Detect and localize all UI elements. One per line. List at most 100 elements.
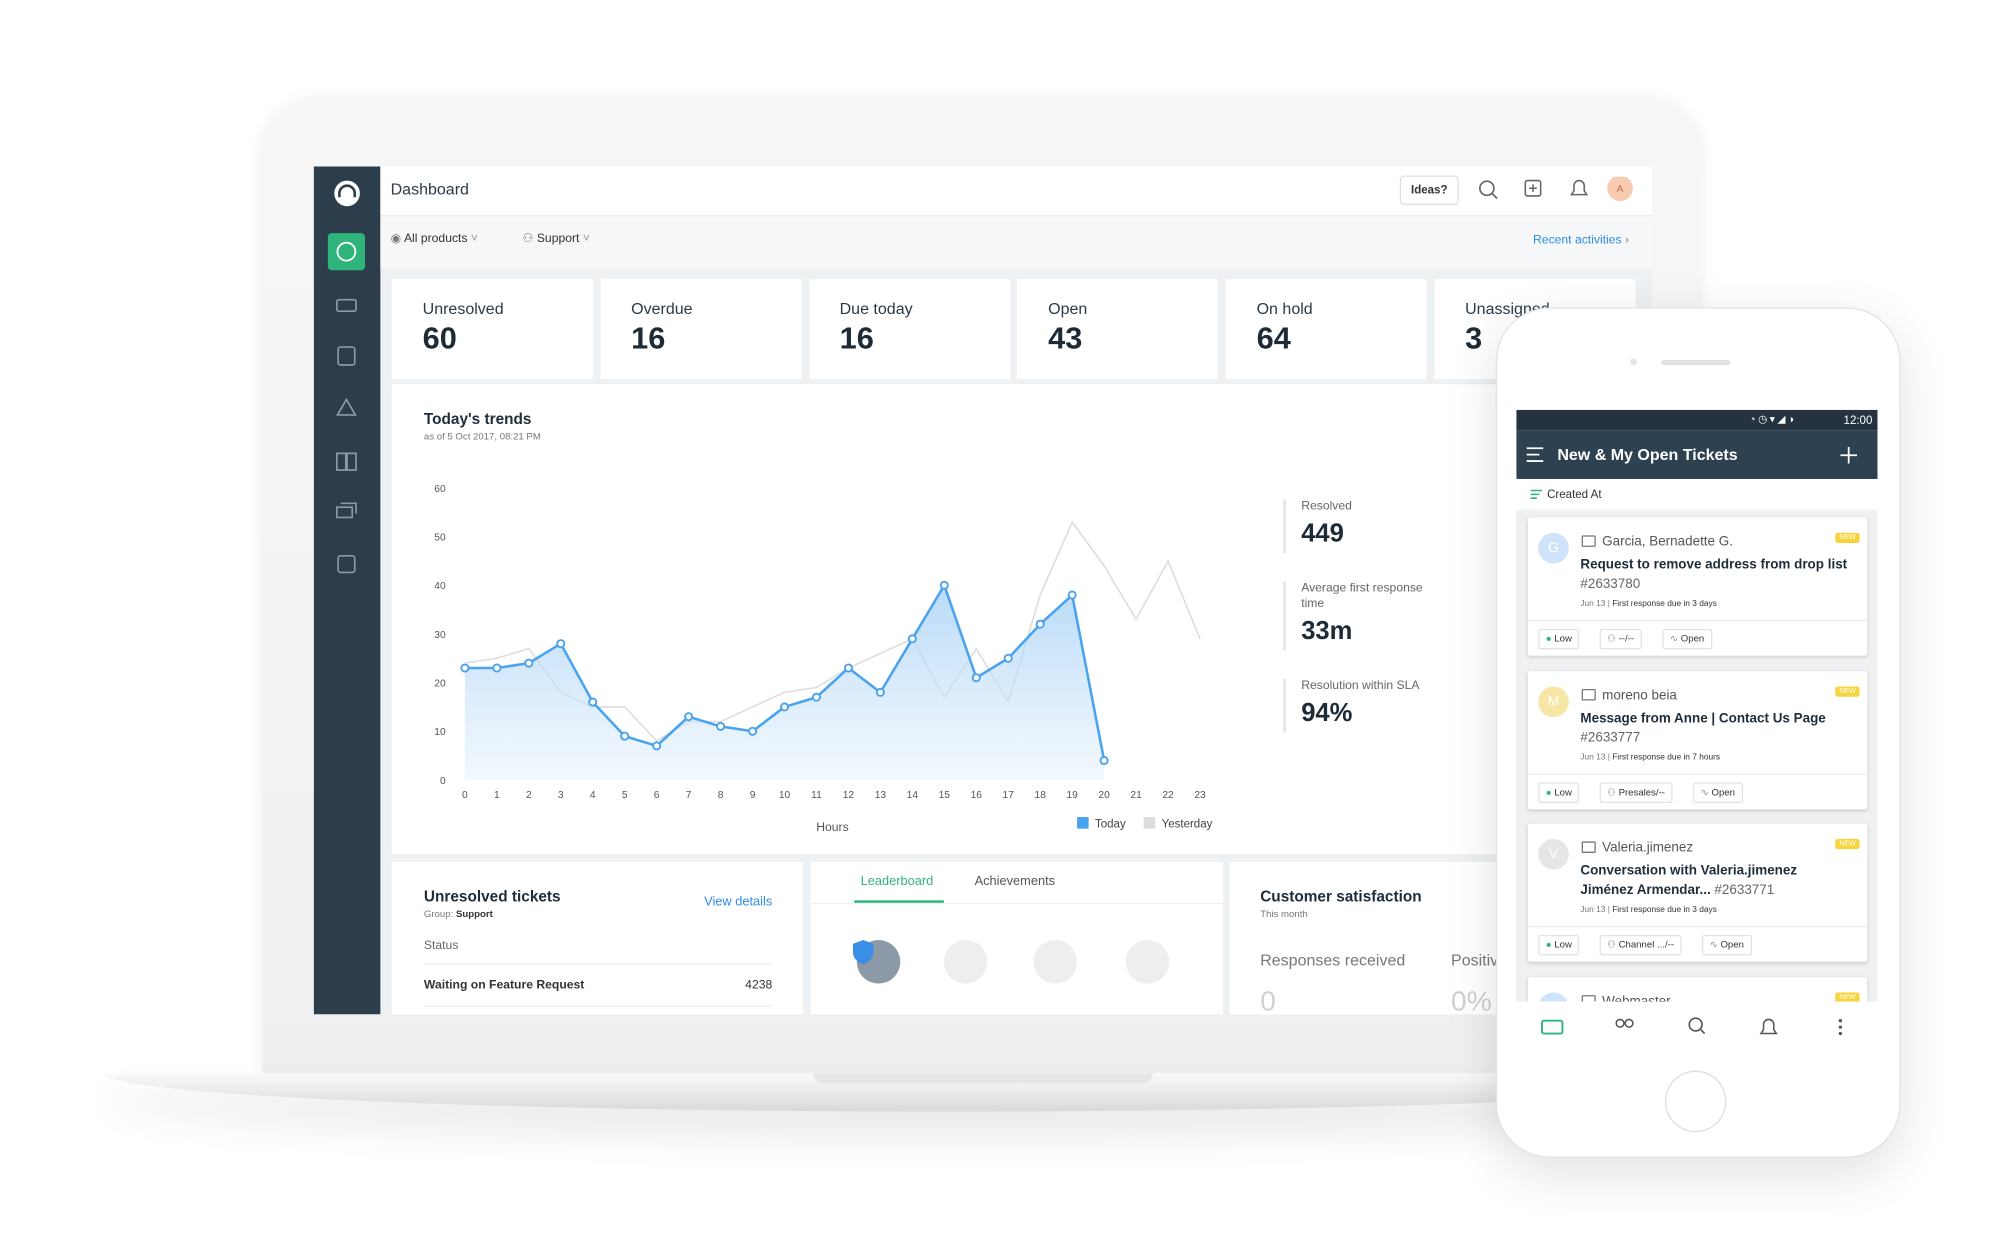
nav-tickets[interactable] [1541, 1019, 1564, 1035]
laptop-notch [813, 1073, 1153, 1084]
sort-label: Created At [1547, 487, 1602, 501]
tab-achievements[interactable]: Achievements [974, 874, 1056, 889]
nav-knowledge[interactable] [335, 452, 357, 471]
product-filter[interactable]: ◉ All products ˅ [390, 231, 479, 246]
phone-speaker [1661, 359, 1731, 365]
nav-more[interactable] [1838, 1019, 1843, 1023]
ideas-button[interactable]: Ideas? [1399, 175, 1459, 205]
csat-metric-value: 0 [1260, 984, 1276, 1015]
point [556, 639, 566, 649]
sort-bar[interactable]: Created At [1516, 478, 1878, 510]
nav-dashboard-icon [336, 241, 357, 262]
status-bar: ◔◷▾◢◑ 12:00 [1516, 409, 1878, 431]
nav-contacts-2 [1624, 1018, 1634, 1028]
ticket-card[interactable]: G Garcia, Bernadette G. NEW Request to remo… [1527, 517, 1868, 656]
point [492, 663, 502, 673]
status-row-count: 4238 [745, 978, 773, 993]
nav-reports[interactable] [337, 554, 356, 574]
ticket-date: Jun 13 [1580, 599, 1606, 609]
point [971, 673, 981, 683]
stat-card[interactable]: Open 43 [1017, 279, 1219, 380]
stat-card[interactable]: Due today 16 [808, 279, 1010, 380]
leader-badge [852, 940, 874, 965]
mail-icon [1581, 535, 1596, 547]
new-icon[interactable] [1524, 179, 1542, 197]
ticket-priority[interactable]: ● Low [1538, 628, 1580, 650]
stat-card[interactable]: Overdue 16 [600, 279, 802, 380]
divider [423, 963, 773, 965]
ticket-avatar-letter: M [1547, 693, 1560, 709]
y-tick-label: 0 [440, 776, 446, 787]
ticket-due: First response due in 3 days [1612, 905, 1717, 915]
point [939, 580, 949, 590]
stat-card[interactable]: On hold 64 [1225, 279, 1427, 380]
nav-notifications[interactable] [1759, 1018, 1778, 1035]
recent-activities[interactable]: Recent activities › [1533, 233, 1630, 248]
ticket-priority[interactable]: ● Low [1538, 781, 1580, 803]
menu-icon[interactable] [1526, 447, 1545, 462]
nav-search[interactable] [1688, 1017, 1703, 1032]
ticket-card[interactable]: V Valeria.jimenez NEW Conversation with Val… [1527, 823, 1868, 962]
stat-card[interactable]: Unresolved 60 [391, 279, 593, 380]
trend-metrics: Resolved 449 Average first response time 33… [1283, 499, 1448, 760]
ticket-subject-text: Conversation with Valeria.jimenez Jiméne… [1580, 863, 1798, 898]
group-value: Support [455, 908, 493, 920]
ticket-avatar: M [1538, 685, 1569, 717]
ticket-due: First response due in 3 days [1612, 599, 1717, 609]
metric-label: Average first response time [1301, 581, 1423, 611]
avatar[interactable] [1607, 176, 1633, 202]
app-header: New & My Open Tickets [1516, 430, 1878, 479]
ticket-status[interactable]: ∿ Open [1662, 628, 1712, 650]
unresolved-group: Group: Support [424, 908, 493, 920]
ticket-assignee[interactable]: ⚇ Channel .../-- [1599, 934, 1682, 956]
ticket-status[interactable]: ∿ Open [1702, 934, 1752, 956]
x-tick-label: 4 [590, 790, 596, 801]
topbar-icons: A [1479, 176, 1633, 202]
stat-value: 16 [631, 321, 666, 357]
x-tick-label: 1 [494, 790, 500, 801]
add-icon[interactable] [1840, 446, 1858, 464]
x-tick-label: 18 [1035, 790, 1047, 801]
leader-avatar [1125, 940, 1170, 984]
x-tick-label: 16 [971, 790, 983, 801]
metric-value: 94% [1301, 699, 1353, 728]
x-tick-label: 9 [750, 790, 756, 801]
nav-dashboard[interactable] [327, 233, 365, 271]
view-details[interactable]: View details [704, 895, 773, 910]
phone-camera [1630, 358, 1637, 365]
trends-panel: Today's trends as of 5 Oct 2017, 08:21 P… [391, 384, 1641, 855]
nav-social[interactable] [336, 397, 357, 416]
phone-home-button[interactable] [1664, 1070, 1727, 1133]
x-tick-label: 17 [1003, 790, 1015, 801]
tab-leaderboard[interactable]: Leaderboard [860, 874, 934, 889]
ticket-priority[interactable]: ● Low [1538, 934, 1580, 956]
status-row-label[interactable]: Waiting on Feature Request [423, 978, 585, 993]
product-filter-label: All products [403, 231, 468, 246]
ticket-status[interactable]: ∿ Open [1693, 781, 1743, 803]
bottom-nav-icons [1541, 1017, 1843, 1036]
sort-icon [1530, 489, 1542, 499]
ticket-badge: NEW [1835, 991, 1860, 1003]
search-icon[interactable] [1479, 180, 1495, 197]
priority-dot: ● [1545, 632, 1555, 645]
list-title: New & My Open Tickets [1557, 445, 1738, 464]
legend-label: Today [1095, 818, 1126, 830]
group-filter-label: Support [536, 231, 580, 246]
search-icon-handle [1491, 192, 1498, 200]
nav-forums[interactable] [335, 502, 357, 519]
group-filter[interactable]: ⚇ Support ˅ [522, 231, 590, 246]
area [464, 585, 1105, 780]
status-label: Open [1711, 785, 1736, 798]
ticket-due: First response due in 7 hours [1612, 752, 1721, 762]
ticket-assignee[interactable]: ⚇ --/-- [1599, 628, 1642, 650]
nav-tickets[interactable] [335, 298, 357, 313]
nav-contacts[interactable] [337, 346, 356, 366]
ticket-assignee[interactable]: ⚇ Presales/-- [1599, 781, 1673, 803]
ticket-from: moreno beia [1602, 687, 1677, 703]
notification-icon[interactable] [1569, 179, 1589, 196]
nav-contacts[interactable] [1615, 1018, 1625, 1028]
divider [423, 1005, 773, 1007]
stat-label: Unresolved [422, 299, 504, 318]
